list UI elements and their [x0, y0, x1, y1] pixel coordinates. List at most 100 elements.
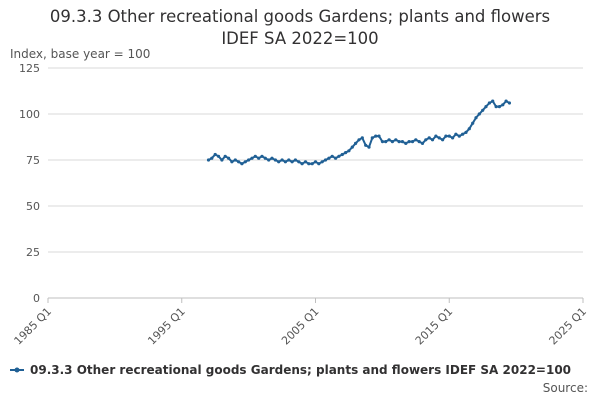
data-point	[290, 160, 294, 164]
y-tick-label: 75	[26, 154, 40, 167]
gridlines	[48, 67, 583, 299]
data-point	[481, 108, 485, 112]
series-line	[208, 99, 510, 165]
chart-title: 09.3.3 Other recreational goods Gardens;…	[0, 6, 600, 50]
data-point	[347, 149, 351, 153]
data-point	[360, 136, 364, 140]
data-point	[400, 140, 404, 144]
data-point	[277, 160, 281, 164]
data-point	[417, 140, 421, 144]
legend: 09.3.3 Other recreational goods Gardens;…	[10, 363, 571, 377]
data-point	[451, 136, 455, 140]
data-point	[424, 138, 428, 142]
data-point	[467, 127, 471, 131]
data-point	[487, 101, 491, 105]
data-point	[410, 140, 415, 144]
data-point	[474, 116, 478, 120]
data-point	[320, 160, 324, 164]
data-point	[220, 158, 224, 162]
data-point	[504, 99, 508, 103]
data-point	[297, 160, 301, 164]
data-point	[327, 156, 331, 160]
data-point	[227, 156, 231, 160]
data-point	[427, 136, 431, 140]
data-point	[213, 152, 217, 157]
x-tick-label: 2005 Q1	[279, 305, 322, 348]
data-point	[374, 134, 378, 138]
data-point	[287, 158, 291, 162]
data-point	[293, 158, 297, 162]
data-point	[260, 154, 264, 158]
data-point	[477, 112, 481, 116]
y-tick-label: 100	[19, 108, 40, 121]
x-tick-label: 1995 Q1	[145, 305, 188, 348]
data-point	[280, 158, 284, 162]
data-point	[230, 160, 234, 164]
data-point	[444, 134, 448, 138]
data-point	[354, 141, 358, 145]
data-point	[384, 140, 388, 144]
x-tick-label: 2025 Q1	[547, 305, 590, 348]
data-point	[323, 158, 328, 162]
y-tick-label: 0	[33, 292, 40, 305]
data-point	[257, 156, 261, 160]
data-point	[253, 154, 257, 158]
data-point	[390, 140, 394, 144]
data-point	[310, 162, 314, 166]
x-tick-label: 2015 Q1	[413, 305, 456, 348]
data-point	[206, 158, 211, 162]
data-point	[471, 121, 475, 125]
series-group	[206, 99, 511, 166]
data-point	[494, 105, 498, 109]
data-point	[307, 162, 311, 166]
data-point	[454, 132, 458, 136]
data-point	[404, 141, 408, 145]
data-point	[387, 138, 391, 142]
chart-title-line-1: 09.3.3 Other recreational goods Gardens;…	[49, 7, 551, 26]
data-point	[233, 158, 237, 162]
data-point	[303, 160, 308, 164]
data-point	[283, 160, 287, 164]
data-point	[497, 105, 501, 109]
data-point	[330, 154, 334, 158]
data-point	[414, 138, 418, 142]
data-point	[237, 160, 241, 164]
data-point	[377, 134, 381, 138]
data-point	[300, 162, 304, 166]
data-point	[367, 145, 371, 149]
legend-label: 09.3.3 Other recreational goods Gardens;…	[30, 363, 572, 377]
data-point	[461, 132, 465, 136]
data-point	[434, 134, 438, 138]
data-point	[370, 136, 374, 140]
data-point	[484, 105, 488, 109]
data-point	[507, 101, 511, 105]
data-point	[430, 138, 435, 142]
data-point	[334, 156, 338, 160]
data-point	[223, 154, 227, 158]
data-point	[407, 140, 411, 144]
x-axis: 1985 Q1 1995 Q1 2005 Q1 2015 Q1 2025 Q1	[12, 298, 590, 348]
data-point	[273, 158, 277, 162]
y-tick-label: 50	[26, 200, 40, 213]
data-point	[364, 143, 368, 147]
data-point	[447, 134, 451, 138]
legend-swatch-icon	[10, 363, 24, 377]
y-axis-ticks: 0 25 50 75 100 125	[19, 62, 40, 305]
data-point	[270, 156, 274, 160]
data-point	[441, 138, 445, 142]
data-point	[350, 145, 354, 149]
data-point	[240, 162, 244, 166]
data-point	[464, 130, 468, 134]
data-point	[457, 134, 461, 138]
data-point	[394, 138, 398, 142]
data-point	[380, 140, 384, 144]
data-point	[491, 99, 495, 103]
data-point	[357, 138, 361, 142]
data-point	[420, 141, 425, 145]
data-point	[210, 156, 214, 160]
y-axis-label: Index, base year = 100	[10, 47, 150, 61]
data-point	[340, 152, 344, 157]
data-point	[344, 151, 348, 155]
y-tick-label: 125	[19, 62, 40, 75]
data-point	[337, 154, 341, 158]
